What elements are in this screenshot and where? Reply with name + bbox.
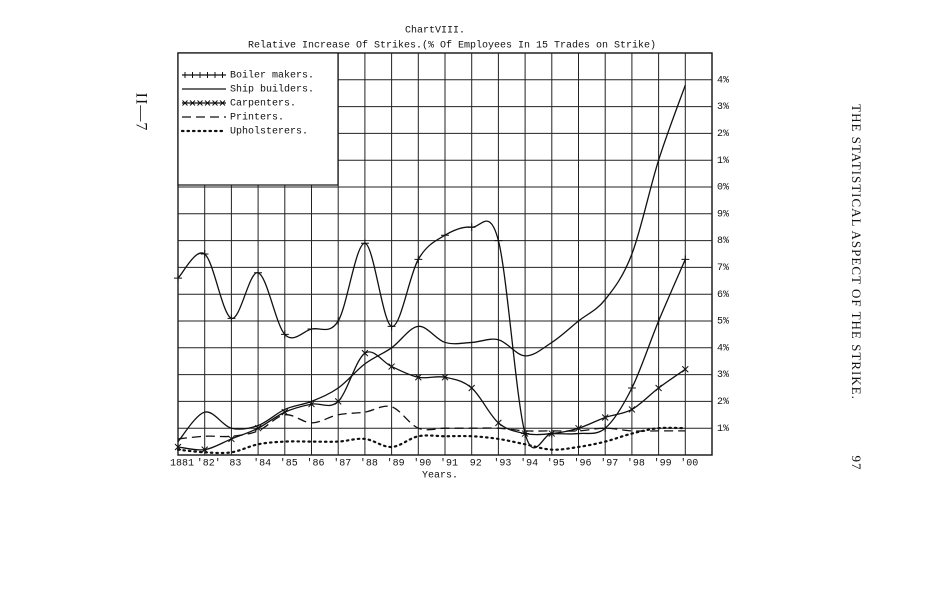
legend-label: Ship builders.	[230, 84, 314, 96]
x-tick-label: '87	[333, 458, 351, 470]
legend-label: Boiler makers.	[230, 70, 314, 82]
x-tick-label: '98	[627, 458, 645, 470]
legend-marker	[219, 100, 226, 106]
legend-label: Printers.	[230, 112, 284, 124]
y-tick-label: 3%	[717, 370, 729, 381]
y-tick-label: 5%	[717, 317, 729, 328]
x-tick-label: '84	[253, 458, 271, 470]
legend-label: Upholsterers.	[230, 126, 308, 138]
page-number: 97	[849, 456, 864, 471]
legend-label: Carpenters.	[230, 99, 296, 110]
x-tick-label: '95	[547, 458, 565, 470]
series-line	[176, 426, 687, 455]
x-tick-label: '97	[600, 458, 618, 470]
x-tick-label: '94	[520, 458, 538, 470]
y-tick-label: 6%	[717, 290, 729, 301]
x-tick-label: '93	[493, 458, 511, 470]
series-line	[174, 220, 690, 449]
legend-marker	[197, 100, 203, 106]
x-tick-label: '90	[413, 458, 431, 470]
x-tick-label: '85	[280, 458, 298, 470]
x-tick-label: '00	[680, 458, 698, 470]
y-tick-label: 3%	[717, 102, 729, 113]
y-tick-label: 2%	[717, 129, 729, 140]
y-tick-label: 9%	[717, 209, 729, 220]
y-tick-label: 8%	[717, 236, 729, 247]
series-line	[174, 349, 689, 453]
x-tick-label: '91	[440, 458, 458, 470]
series-line	[177, 405, 686, 440]
y-tick-label: 4%	[717, 75, 729, 86]
y-tick-label: 4%	[717, 343, 729, 354]
legend-marker	[212, 100, 218, 106]
legend-marker	[182, 100, 188, 106]
page-header: THE STATISTICAL ASPECT OF THE STRIKE.	[849, 104, 864, 400]
legend-marker	[204, 100, 211, 106]
x-tick-label: 92	[470, 459, 482, 470]
chart-subtitle: Relative Increase Of Strikes.(% Of Emplo…	[248, 40, 656, 52]
y-tick-label: 1%	[717, 424, 729, 435]
x-tick-label: '99	[654, 458, 672, 470]
x-tick-label: '89	[387, 458, 405, 470]
x-axis-label: Years.	[422, 471, 458, 482]
y-tick-label: 7%	[717, 263, 729, 274]
x-tick-label: 1881	[170, 459, 194, 470]
x-tick-label: '86	[306, 458, 324, 470]
margin-mark: II—7	[132, 93, 149, 132]
x-tick-label: '88	[360, 458, 378, 470]
x-tick-label: '96	[573, 458, 591, 470]
legend-marker	[189, 100, 196, 106]
y-tick-label: 1%	[717, 156, 729, 167]
y-tick-label: 0%	[717, 183, 729, 194]
x-tick-label: '82'	[197, 458, 221, 470]
chart-title: ChartVIII.	[405, 25, 465, 37]
x-tick-label: 83	[229, 459, 241, 470]
y-tick-label: 2%	[717, 397, 729, 408]
